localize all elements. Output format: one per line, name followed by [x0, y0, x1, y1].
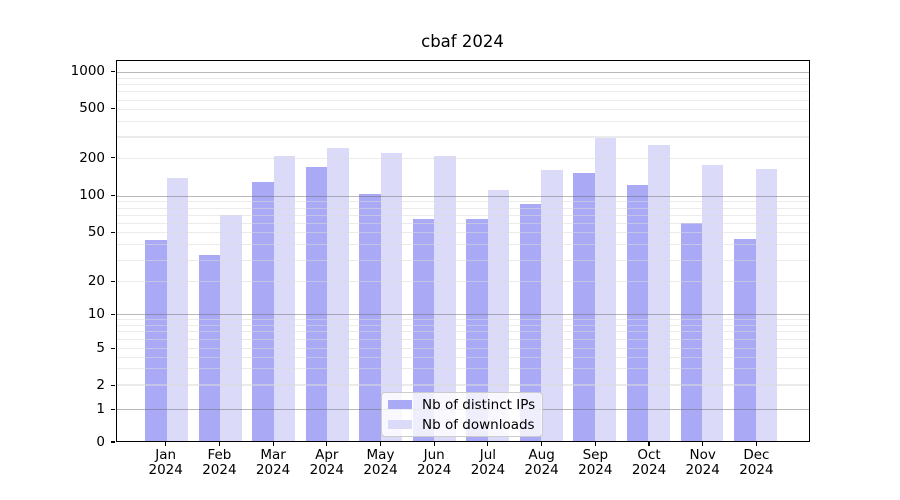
x-tick-mark [433, 442, 435, 446]
x-tick-label-jul: Jul 2024 [470, 447, 506, 478]
x-tick-mark [487, 442, 489, 446]
y-tick-mark [111, 408, 115, 411]
legend: Nb of distinct IPs Nb of downloads [381, 392, 543, 437]
x-tick-mark [755, 442, 757, 446]
y-tick-mark [111, 280, 115, 283]
bar-ips-may [359, 194, 381, 441]
x-tick-label-may: May 2024 [363, 447, 398, 478]
bar-ips-dec [734, 239, 756, 441]
y-tick-mark [111, 157, 115, 159]
bar-downloads-jun [434, 155, 456, 441]
bar-downloads-feb [220, 214, 242, 441]
bar-downloads-jul [487, 189, 510, 441]
legend-row-distinct-ips: Nb of distinct IPs [388, 398, 536, 412]
x-tick-label-aug: Aug 2024 [524, 447, 559, 478]
x-tick-label-jun: Jun 2024 [417, 447, 452, 478]
x-tick-mark [218, 442, 220, 446]
legend-swatch-distinct-ips [388, 400, 412, 409]
bar-ips-mar [252, 181, 274, 441]
x-tick-mark [702, 442, 704, 446]
bar-downloads-dec [755, 169, 777, 441]
x-tick-mark [379, 442, 382, 446]
bar-ips-jan [145, 240, 167, 441]
y-tick-label: 1000 [70, 63, 105, 80]
bar-downloads-oct [648, 144, 670, 441]
x-tick-mark [165, 442, 167, 446]
x-tick-mark [594, 442, 596, 446]
x-tick-label-oct: Oct 2024 [631, 447, 667, 478]
x-tick-mark [272, 442, 274, 446]
y-tick-label: 200 [79, 149, 105, 166]
y-tick-mark [111, 194, 115, 197]
y-tick-label: 100 [79, 187, 105, 204]
legend-swatch-downloads [388, 420, 412, 429]
y-tick-mark [111, 313, 115, 315]
bar-ips-aug [519, 203, 542, 441]
bar-downloads-apr [327, 148, 349, 441]
bar-downloads-mar [273, 155, 296, 441]
x-tick-mark [541, 442, 543, 446]
plot-area [115, 60, 810, 442]
y-tick-mark [111, 347, 115, 349]
y-tick-label: 500 [79, 100, 105, 117]
y-tick-label: 1 [96, 401, 105, 418]
x-tick-label-jan: Jan 2024 [148, 447, 183, 478]
x-tick-mark [326, 442, 328, 446]
bars-layer [117, 61, 810, 441]
y-tick-label: 5 [96, 340, 105, 357]
y-tick-label: 50 [87, 224, 105, 241]
legend-label-distinct-ips: Nb of distinct IPs [422, 396, 536, 413]
y-tick-mark [111, 70, 115, 72]
bar-ips-nov [680, 222, 702, 441]
x-tick-label-dec: Dec 2024 [739, 447, 774, 478]
x-tick-label-mar: Mar 2024 [255, 447, 291, 478]
bar-ips-oct [627, 185, 649, 441]
bar-downloads-jan [166, 177, 188, 441]
bar-ips-feb [198, 254, 221, 441]
legend-label-downloads: Nb of downloads [422, 416, 535, 433]
y-tick-mark [111, 107, 115, 110]
y-tick-label: 20 [87, 273, 105, 290]
y-tick-label: 2 [96, 377, 105, 394]
x-tick-label-nov: Nov 2024 [685, 447, 720, 478]
bar-downloads-sep [594, 138, 617, 441]
legend-row-downloads: Nb of downloads [388, 418, 536, 432]
y-tick-label: 0 [96, 434, 105, 450]
bar-ips-apr [305, 166, 328, 441]
x-tick-mark [648, 442, 650, 446]
y-tick-label: 10 [87, 306, 105, 323]
chart-title: cbaf 2024 [421, 32, 504, 51]
x-tick-label-apr: Apr 2024 [309, 447, 344, 478]
y-tick-mark [111, 441, 115, 443]
y-tick-mark [111, 231, 115, 233]
bar-downloads-aug [541, 169, 563, 441]
x-tick-label-feb: Feb 2024 [202, 447, 237, 478]
y-tick-mark [111, 384, 115, 386]
x-tick-label-sep: Sep 2024 [578, 447, 613, 478]
bar-ips-sep [573, 173, 595, 441]
bar-downloads-nov [702, 164, 724, 441]
